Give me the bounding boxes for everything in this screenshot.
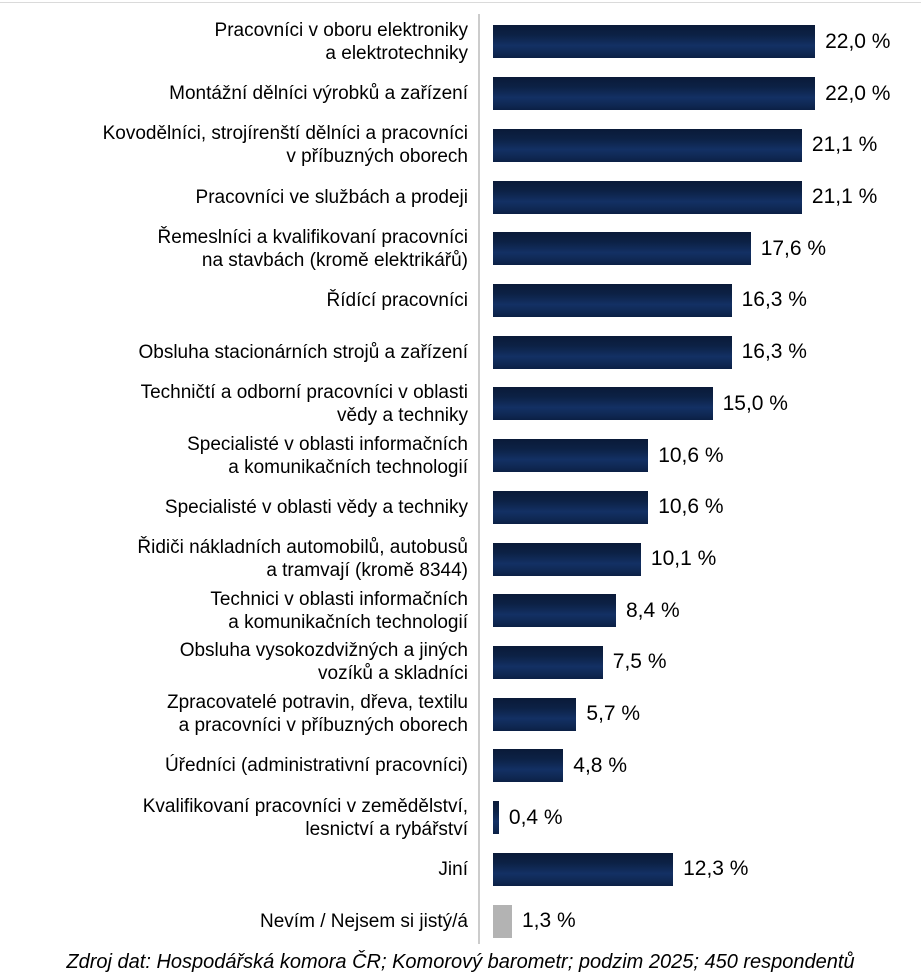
chart-row: Obsluha stacionárních strojů a zařízení 1… <box>0 326 921 378</box>
category-label: Technici v oblasti informačních a komuni… <box>210 588 468 633</box>
chart-row: Technici v oblasti informačních a komuni… <box>0 585 921 637</box>
chart-row: Obsluha vysokozdvižných a jiných vozíků … <box>0 637 921 689</box>
bar-plot-area: 12,3 % <box>478 852 921 886</box>
bar <box>493 439 649 473</box>
category-label: Nevím / Nejsem si jistý/á <box>260 910 468 932</box>
chart-row: Kovodělníci, strojírenští dělníci a prac… <box>0 119 921 171</box>
y-axis-line <box>478 14 480 944</box>
chart-rows: Pracovníci v oboru elektroniky a elektro… <box>0 16 921 947</box>
value-label: 10,6 % <box>658 443 724 467</box>
chart-row: Techničtí a odborní pracovníci v oblasti… <box>0 378 921 430</box>
bar-plot-area: 10,6 % <box>478 490 921 524</box>
value-label: 21,1 % <box>811 185 878 209</box>
bar-plot-area: 8,4 % <box>478 594 921 628</box>
bar-plot-area: 17,6 % <box>478 232 921 266</box>
category-label: Řídící pracovníci <box>326 289 469 311</box>
bar <box>493 490 649 524</box>
category-label: Obsluha vysokozdvižných a jiných vozíků … <box>179 640 468 685</box>
chart-row: Řidiči nákladních automobilů, autobusů a… <box>0 533 921 585</box>
bar <box>493 749 564 783</box>
chart-row: Zpracovatelé potravin, dřeva, textilu a … <box>0 688 921 740</box>
bar <box>493 128 802 162</box>
value-label: 21,1 % <box>811 133 878 157</box>
bar-plot-area: 7,5 % <box>478 645 921 679</box>
chart-row: Nevím / Nejsem si jistý/á 1,3 % <box>0 895 921 947</box>
category-label: Montážní dělníci výrobků a zařízení <box>169 83 468 105</box>
bar-plot-area: 4,8 % <box>478 749 921 783</box>
bar <box>493 542 641 576</box>
value-label: 7,5 % <box>612 650 667 674</box>
chart-row: Kvalifikovaní pracovníci v zemědělství, … <box>0 792 921 844</box>
category-label: Pracovníci ve službách a prodeji <box>195 186 468 208</box>
chart-row: Montážní dělníci výrobků a zařízení 22,0 … <box>0 68 921 120</box>
category-label: Jiní <box>438 858 468 880</box>
bar-plot-area: 21,1 % <box>478 128 921 162</box>
bar <box>493 645 603 679</box>
value-label: 22,0 % <box>825 29 891 53</box>
bar-plot-area: 21,1 % <box>478 180 921 214</box>
value-label: 10,6 % <box>658 495 724 519</box>
figure-top-border <box>0 2 921 3</box>
bar <box>493 283 732 317</box>
chart-row: Jiní 12,3 % <box>0 844 921 896</box>
chart-row: Pracovníci v oboru elektroniky a elektro… <box>0 16 921 68</box>
bar-plot-area: 15,0 % <box>478 387 921 421</box>
bar-plot-area: 10,1 % <box>478 542 921 576</box>
bar <box>493 25 816 59</box>
chart-row: Řemeslníci a kvalifikovaní pracovníci na… <box>0 223 921 275</box>
bar <box>493 697 577 731</box>
bar-plot-area: 16,3 % <box>478 335 921 369</box>
value-label: 0,4 % <box>508 805 563 829</box>
value-label: 12,3 % <box>683 857 749 881</box>
category-label: Úředníci (administrativní pracovníci) <box>164 755 468 777</box>
category-label: Obsluha stacionárních strojů a zařízení <box>138 341 468 363</box>
bar <box>493 852 674 886</box>
bar-plot-area: 10,6 % <box>478 439 921 473</box>
bar-dont-know <box>493 904 512 938</box>
category-label: Řemeslníci a kvalifikovaní pracovníci na… <box>157 226 468 271</box>
chart-row: Řídící pracovníci 16,3 % <box>0 275 921 327</box>
category-label: Kovodělníci, strojírenští dělníci a prac… <box>102 123 468 168</box>
value-label: 16,3 % <box>741 340 807 364</box>
bar <box>493 801 499 835</box>
category-label: Pracovníci v oboru elektroniky a elektro… <box>214 19 468 64</box>
category-label: Specialisté v oblasti informačních a kom… <box>187 433 468 478</box>
chart-row: Specialisté v oblasti vědy a techniky 10,… <box>0 481 921 533</box>
value-label: 5,7 % <box>586 702 641 726</box>
bar-plot-area: 22,0 % <box>478 25 921 59</box>
bar-plot-area: 1,3 % <box>478 904 921 938</box>
bar <box>493 594 616 628</box>
category-label: Techničtí a odborní pracovníci v oblasti… <box>140 381 468 426</box>
chart-row: Specialisté v oblasti informačních a kom… <box>0 430 921 482</box>
value-label: 10,1 % <box>650 547 717 571</box>
value-label: 8,4 % <box>626 598 680 622</box>
bar <box>493 335 732 369</box>
value-label: 15,0 % <box>722 391 788 415</box>
value-label: 4,8 % <box>573 753 627 777</box>
category-label: Specialisté v oblasti vědy a techniky <box>164 496 468 518</box>
value-label: 17,6 % <box>760 236 827 260</box>
chart-row: Úředníci (administrativní pracovníci) 4,8… <box>0 740 921 792</box>
bar-plot-area: 5,7 % <box>478 697 921 731</box>
bar <box>493 232 751 266</box>
bar <box>493 180 802 214</box>
bar <box>493 77 816 111</box>
value-label: 16,3 % <box>741 288 807 312</box>
category-label: Řidiči nákladních automobilů, autobusů a… <box>137 537 468 582</box>
value-label: 22,0 % <box>825 81 891 105</box>
source-note: Zdroj dat: Hospodářská komora ČR; Komoro… <box>66 951 855 973</box>
bar-plot-area: 0,4 % <box>478 801 921 835</box>
category-label: Zpracovatelé potravin, dřeva, textilu a … <box>167 692 468 737</box>
chart-row: Pracovníci ve službách a prodeji 21,1 % <box>0 171 921 223</box>
bar-plot-area: 16,3 % <box>478 283 921 317</box>
bar <box>493 387 713 421</box>
bar-plot-area: 22,0 % <box>478 77 921 111</box>
bar-chart: Pracovníci v oboru elektroniky a elektro… <box>0 14 921 947</box>
value-label: 1,3 % <box>522 909 576 933</box>
category-label: Kvalifikovaní pracovníci v zemědělství, … <box>142 795 468 840</box>
